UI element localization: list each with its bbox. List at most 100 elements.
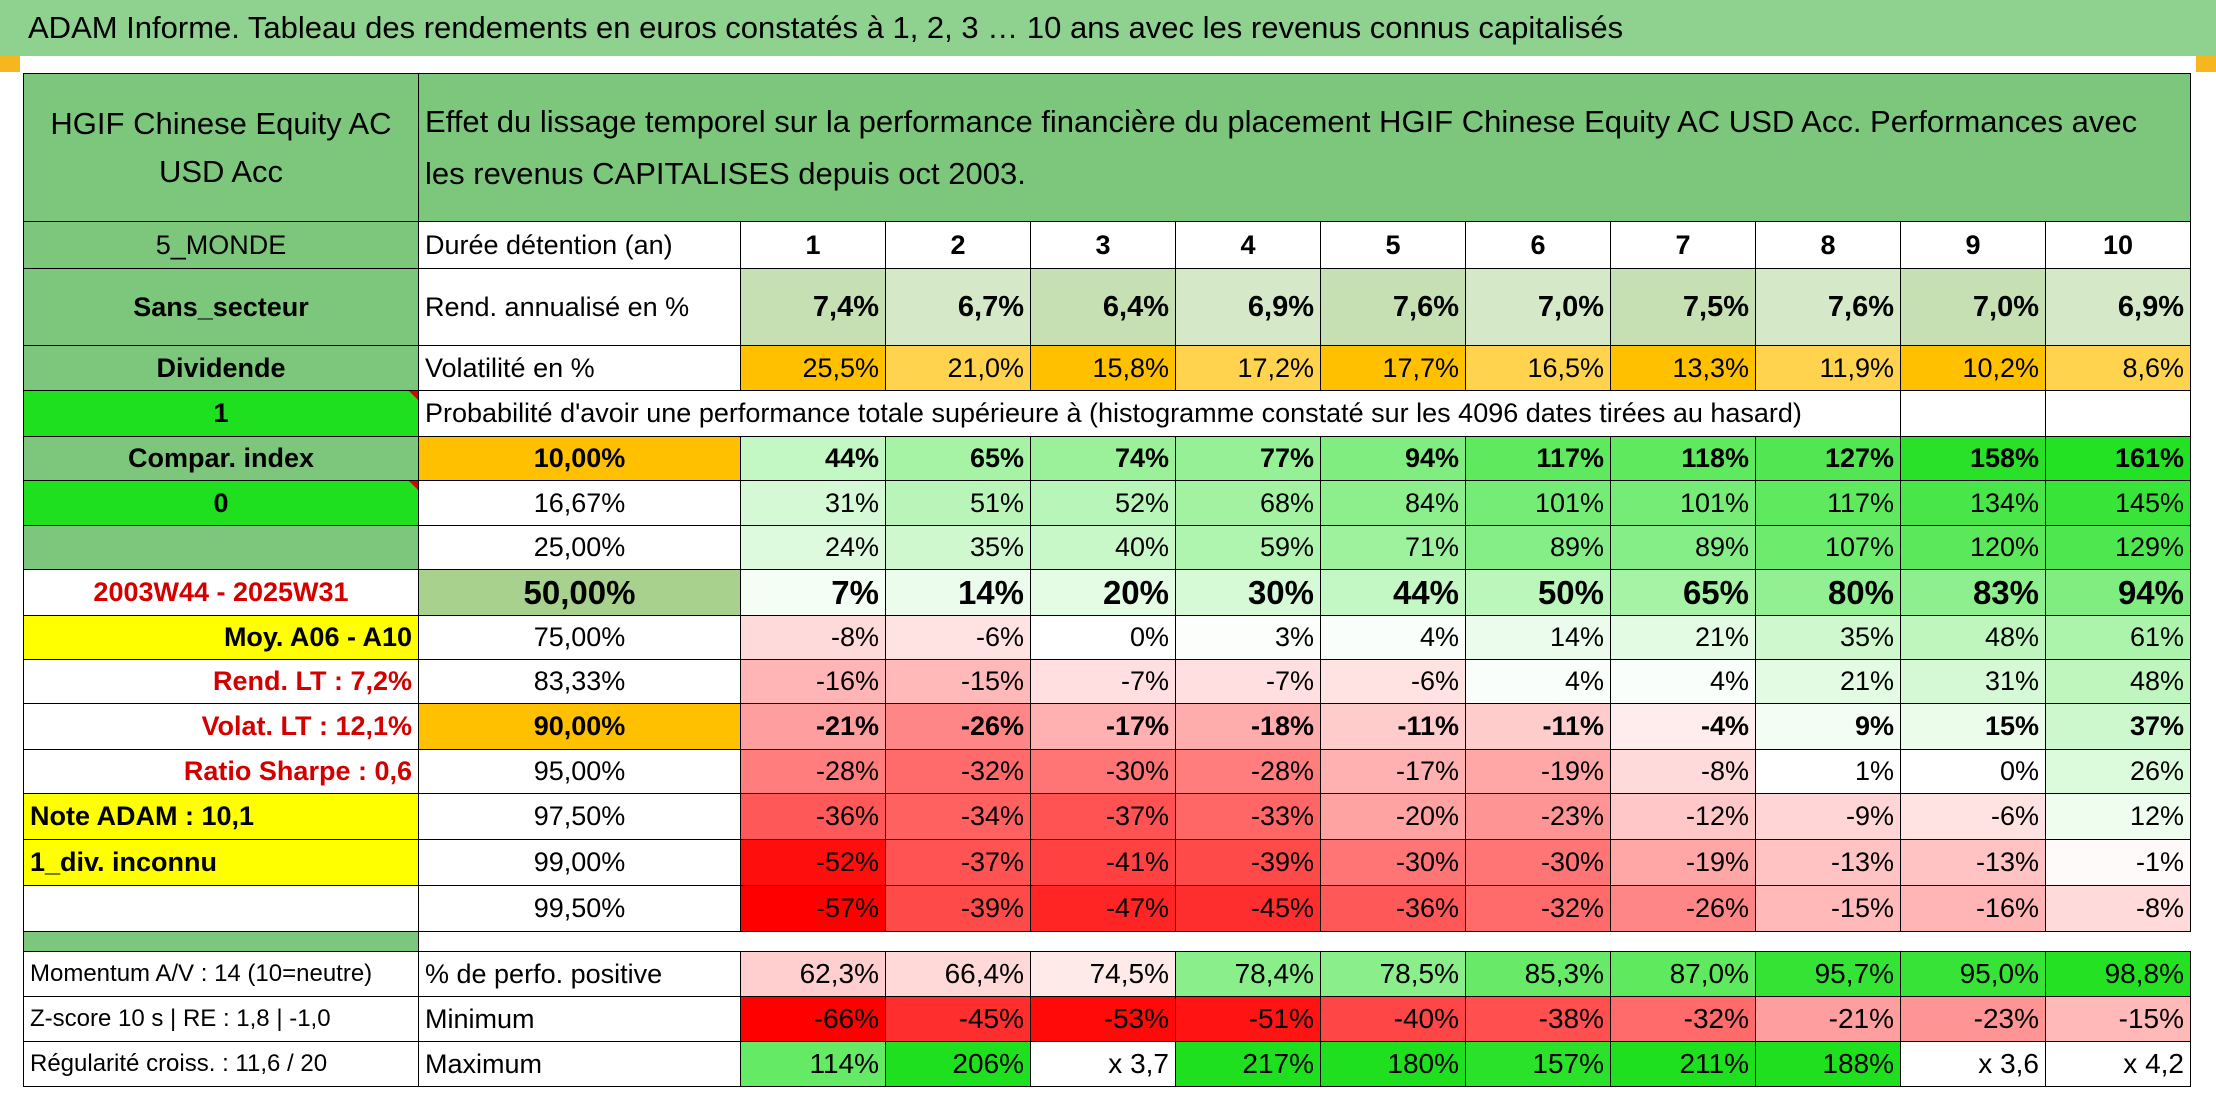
probability-value: -21%: [740, 703, 886, 750]
flag-one: 1: [23, 390, 419, 437]
proba-header-row: 1 Probabilité d'avoir une performance to…: [23, 390, 2191, 437]
threshold-label: 99,00%: [418, 839, 741, 886]
spacer-row: [23, 931, 2191, 952]
probability-value: 161%: [2045, 436, 2191, 481]
probability-value: -30%: [1030, 749, 1176, 794]
threshold-label: 25,00%: [418, 525, 741, 570]
stats-label: Minimum: [418, 996, 741, 1042]
year-header: 3: [1030, 221, 1176, 269]
rend-value: 7,0%: [1465, 268, 1611, 346]
probability-value: -37%: [1030, 793, 1176, 840]
rend-lt-label: Rend. LT : 7,2%: [23, 659, 419, 704]
volat-value: 15,8%: [1030, 345, 1176, 391]
duree-label: Durée détention (an): [418, 221, 741, 269]
probability-value: -45%: [1175, 885, 1321, 932]
probability-value: -20%: [1320, 793, 1466, 840]
threshold-label: 95,00%: [418, 749, 741, 794]
probability-value: -12%: [1610, 793, 1756, 840]
probability-value: -8%: [740, 615, 886, 660]
fund-name-cell: HGIF Chinese Equity AC USD Acc: [23, 73, 419, 222]
maximum-value: 217%: [1175, 1041, 1321, 1087]
probability-row: Note ADAM : 10,1 97,50% -36% -34% -37% -33% -2…: [23, 793, 2191, 840]
probability-value: -36%: [1320, 885, 1466, 932]
probability-value: -17%: [1320, 749, 1466, 794]
rend-row: Sans_secteur Rend. annualisé en % 7,4% 6,…: [23, 268, 2191, 346]
probability-value: 89%: [1610, 525, 1756, 570]
probability-value: 77%: [1175, 436, 1321, 481]
probability-value: 158%: [1900, 436, 2046, 481]
probability-value: -16%: [1900, 885, 2046, 932]
maximum-value: 114%: [740, 1041, 886, 1087]
probability-value: -28%: [1175, 749, 1321, 794]
sharpe-label: Ratio Sharpe : 0,6: [23, 749, 419, 794]
positive-value: 98,8%: [2045, 951, 2191, 997]
report-title: ADAM Informe. Tableau des rendements en …: [0, 0, 2216, 56]
minimum-value: -23%: [1900, 996, 2046, 1042]
volat-value: 25,5%: [740, 345, 886, 391]
probability-value: -11%: [1465, 703, 1611, 750]
minimum-value: -40%: [1320, 996, 1466, 1042]
volat-value: 17,2%: [1175, 345, 1321, 391]
minimum-value: -53%: [1030, 996, 1176, 1042]
flag-zero: 0: [23, 480, 419, 526]
rend-value: 6,9%: [1175, 268, 1321, 346]
probability-value: 4%: [1610, 659, 1756, 704]
probability-value: -15%: [885, 659, 1031, 704]
positive-value: 95,7%: [1755, 951, 1901, 997]
probability-value: 71%: [1320, 525, 1466, 570]
probability-value: 40%: [1030, 525, 1176, 570]
probability-value: -9%: [1755, 793, 1901, 840]
year-header: 6: [1465, 221, 1611, 269]
threshold-label: 83,33%: [418, 659, 741, 704]
threshold-label: 90,00%: [418, 703, 741, 750]
region-label: 5_MONDE: [23, 221, 419, 269]
probability-value: -13%: [1755, 839, 1901, 886]
probability-value: -11%: [1320, 703, 1466, 750]
dividend-label: Dividende: [23, 345, 419, 391]
probability-value: -6%: [885, 615, 1031, 660]
probability-value: 65%: [1610, 569, 1756, 616]
probability-value: -52%: [740, 839, 886, 886]
stats-row: Z-score 10 s | RE : 1,8 | -1,0 Minimum -66…: [23, 996, 2191, 1042]
maximum-value: x 4,2: [2045, 1041, 2191, 1087]
positive-value: 66,4%: [885, 951, 1031, 997]
div-inconnu-label: 1_div. inconnu: [23, 839, 419, 886]
probability-value: -15%: [1755, 885, 1901, 932]
maximum-value: 206%: [885, 1041, 1031, 1087]
fund-name: HGIF Chinese Equity AC USD Acc: [50, 105, 392, 189]
probability-value: 83%: [1900, 569, 2046, 616]
probability-value: 0%: [1030, 615, 1176, 660]
probability-value: 145%: [2045, 480, 2191, 526]
probability-value: -32%: [1465, 885, 1611, 932]
performance-table: HGIF Chinese Equity AC USD Acc Effet du …: [23, 73, 2191, 1087]
probability-value: 30%: [1175, 569, 1321, 616]
positive-value: 87,0%: [1610, 951, 1756, 997]
probability-value: 127%: [1755, 436, 1901, 481]
maximum-value: x 3,7: [1030, 1041, 1176, 1087]
spacer-blank: [418, 931, 2191, 952]
probability-value: 50%: [1465, 569, 1611, 616]
probability-value: 80%: [1755, 569, 1901, 616]
minimum-value: -32%: [1610, 996, 1756, 1042]
probability-row: 99,50% -57% -39% -47% -45% -36% -32% -26% -15% -1…: [23, 885, 2191, 932]
probability-value: -57%: [740, 885, 886, 932]
probability-value: -37%: [885, 839, 1031, 886]
probability-value: -30%: [1465, 839, 1611, 886]
maximum-value: 180%: [1320, 1041, 1466, 1087]
rend-value: 7,6%: [1320, 268, 1466, 346]
probability-value: -47%: [1030, 885, 1176, 932]
probability-value: -7%: [1030, 659, 1176, 704]
stats-label: % de perfo. positive: [418, 951, 741, 997]
positive-value: 78,5%: [1320, 951, 1466, 997]
probability-value: 118%: [1610, 436, 1756, 481]
volat-value: 11,9%: [1755, 345, 1901, 391]
maximum-value: 188%: [1755, 1041, 1901, 1087]
minimum-value: -45%: [885, 996, 1031, 1042]
probability-value: -8%: [2045, 885, 2191, 932]
probability-row: 0 16,67% 31% 51% 52% 68% 84% 101% 101% 117% 134% 14…: [23, 480, 2191, 526]
probability-value: -6%: [1900, 793, 2046, 840]
probability-value: 37%: [2045, 703, 2191, 750]
stats-side-label: Momentum A/V : 14 (10=neutre): [23, 951, 419, 997]
stats-side-label: Z-score 10 s | RE : 1,8 | -1,0: [23, 996, 419, 1042]
probability-row: 1_div. inconnu 99,00% -52% -37% -41% -39% -30%…: [23, 839, 2191, 886]
